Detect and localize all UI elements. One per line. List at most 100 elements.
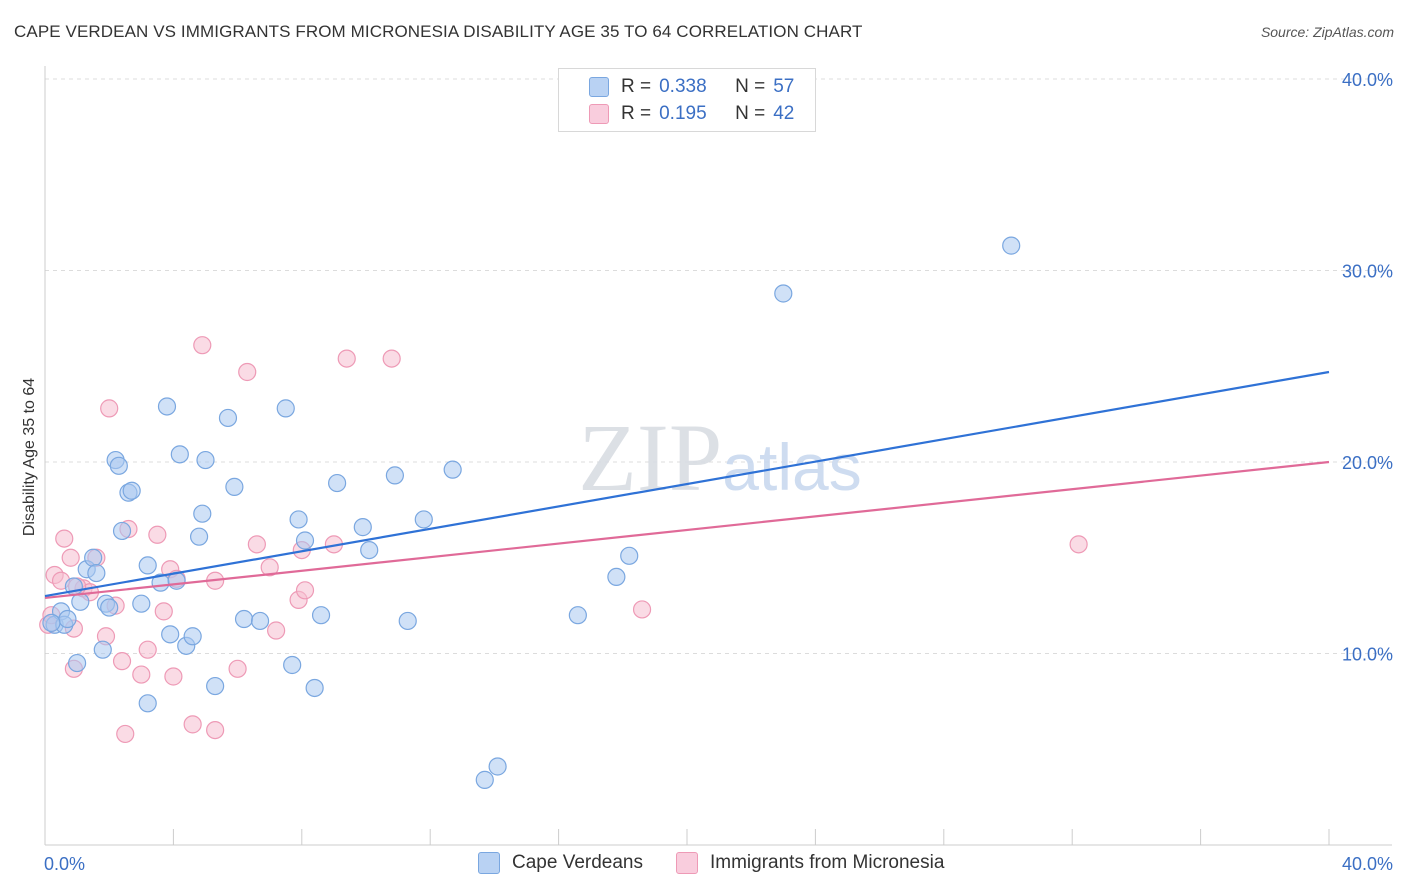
legend-n-value: 57: [773, 76, 795, 97]
legend-r-value: 0.338: [659, 76, 707, 97]
cape-verdean-point: [283, 655, 302, 675]
cape-verdean-point: [206, 676, 225, 696]
micronesia-trend-line: [44, 460, 1330, 600]
axes: [44, 66, 1392, 846]
micronesia-point: [247, 535, 266, 554]
y-tick-label: 10.0%: [1342, 645, 1393, 665]
cape-verdean-point: [84, 548, 103, 567]
cape-verdean-point: [443, 460, 462, 479]
cape-verdean-point: [183, 627, 202, 646]
cape-verdean-point: [109, 456, 128, 475]
bottom-legend-label: Cape Verdeans: [512, 852, 643, 873]
micronesia-point: [112, 652, 132, 671]
cape-verdean-point: [218, 408, 238, 428]
cape-verdean-point: [93, 640, 112, 659]
tick-labels: 10.0% 20.0% 30.0% 40.0% 0.0% 40.0%: [44, 70, 1393, 874]
cape-verdean-point: [311, 606, 331, 625]
cape-verdean-point: [193, 504, 212, 523]
cape-verdean-point: [360, 540, 379, 560]
micronesia-point: [183, 715, 202, 734]
cape-verdean-point: [87, 563, 106, 583]
cape-verdean-point: [620, 546, 639, 565]
micronesia-point: [100, 399, 119, 418]
cape-verdean-point: [398, 611, 417, 631]
y-tick-label: 40.0%: [1342, 70, 1393, 90]
cape-verdean-point: [138, 694, 157, 713]
micronesia-point: [132, 665, 151, 684]
cape-verdean-point: [385, 466, 404, 485]
bottom-legend-swatch-blue: [478, 852, 500, 874]
cape-verdean-point: [122, 481, 141, 500]
cape-verdean-point: [132, 594, 151, 613]
cape-verdean-point: [170, 445, 189, 464]
cape-verdean-point: [1002, 236, 1021, 255]
micronesia-point: [206, 720, 225, 740]
gridlines: [45, 78, 1392, 654]
cape-verdean-point: [295, 531, 315, 550]
cape-verdean-point: [475, 770, 494, 789]
x-tick-label: 0.0%: [44, 854, 85, 874]
cape-verdean-trend-line: [44, 370, 1330, 598]
cape-verdean-point: [138, 556, 157, 575]
micronesia-point: [193, 336, 212, 355]
source-label: Source: ZipAtlas.com: [1260, 24, 1394, 40]
cape-verdean-point: [568, 606, 587, 625]
micronesia-point: [238, 362, 257, 382]
cape-verdean-point: [607, 567, 626, 587]
bottom-legend-swatch-pink: [676, 852, 698, 874]
cape-verdean-point: [234, 609, 254, 629]
bottom-legend: Cape Verdeans Immigrants from Micronesia: [0, 852, 1406, 878]
legend-row-cape-verdeans: R = 0.338 N = 57: [559, 74, 794, 100]
cape-verdean-point: [225, 477, 244, 496]
cape-verdean-point: [305, 678, 324, 698]
cape-verdean-point: [353, 518, 372, 537]
trend-lines: [44, 370, 1330, 600]
micronesia-point: [55, 529, 74, 548]
legend-n-value: 42: [773, 103, 795, 124]
micronesia-point: [148, 525, 167, 544]
micronesia-point: [1069, 535, 1088, 554]
bottom-legend-cape-verdeans: Cape Verdeans: [478, 852, 643, 874]
cape-verdean-point: [250, 611, 270, 631]
legend-n-label: N =: [735, 103, 766, 124]
micronesia-point: [295, 581, 315, 600]
legend-swatch-pink: [589, 104, 609, 124]
y-axis-label: Disability Age 35 to 64: [21, 378, 38, 536]
micronesia-point: [260, 558, 279, 577]
x-tick-label: 40.0%: [1342, 854, 1393, 874]
cape-verdean-point: [276, 399, 295, 418]
bottom-legend-micronesia: Immigrants from Micronesia: [676, 852, 944, 874]
cape-verdean-point: [328, 473, 347, 493]
cape-verdean-point: [100, 598, 119, 617]
micronesia-point: [337, 349, 356, 368]
cape-verdean-point: [414, 510, 433, 529]
legend-r-label: R =: [621, 76, 652, 97]
legend-row-micronesia: R = 0.195 N = 42: [559, 101, 794, 127]
cape-verdean-point: [112, 521, 132, 541]
y-tick-label: 20.0%: [1342, 453, 1393, 473]
micronesia-point: [61, 548, 80, 567]
cape-verdean-point: [67, 653, 87, 673]
legend-r-value: 0.195: [659, 103, 707, 124]
micronesia-point: [138, 640, 157, 659]
watermark: ZIPatlas: [578, 404, 861, 511]
legend: R = 0.338 N = 57 R = 0.195 N = 42: [558, 68, 816, 132]
micronesia-point: [267, 621, 286, 640]
cape-verdean-point: [189, 527, 209, 546]
cape-verdean-point: [161, 625, 180, 644]
micronesia-point: [382, 349, 401, 368]
cape-verdean-point: [488, 757, 507, 776]
cape-verdean-point: [289, 510, 308, 529]
cape-verdean-point: [157, 397, 177, 416]
chart-title: CAPE VERDEAN VS IMMIGRANTS FROM MICRONES…: [14, 22, 863, 41]
legend-n-label: N =: [735, 76, 766, 97]
cape-verdean-point: [196, 450, 215, 470]
micronesia-point: [228, 659, 247, 678]
micronesia-point: [154, 602, 173, 621]
micronesia-point: [116, 724, 135, 744]
legend-swatch-blue: [589, 77, 609, 97]
bottom-legend-label: Immigrants from Micronesia: [710, 852, 945, 873]
micronesia-point: [164, 667, 183, 686]
cape-verdean-point: [42, 613, 61, 632]
